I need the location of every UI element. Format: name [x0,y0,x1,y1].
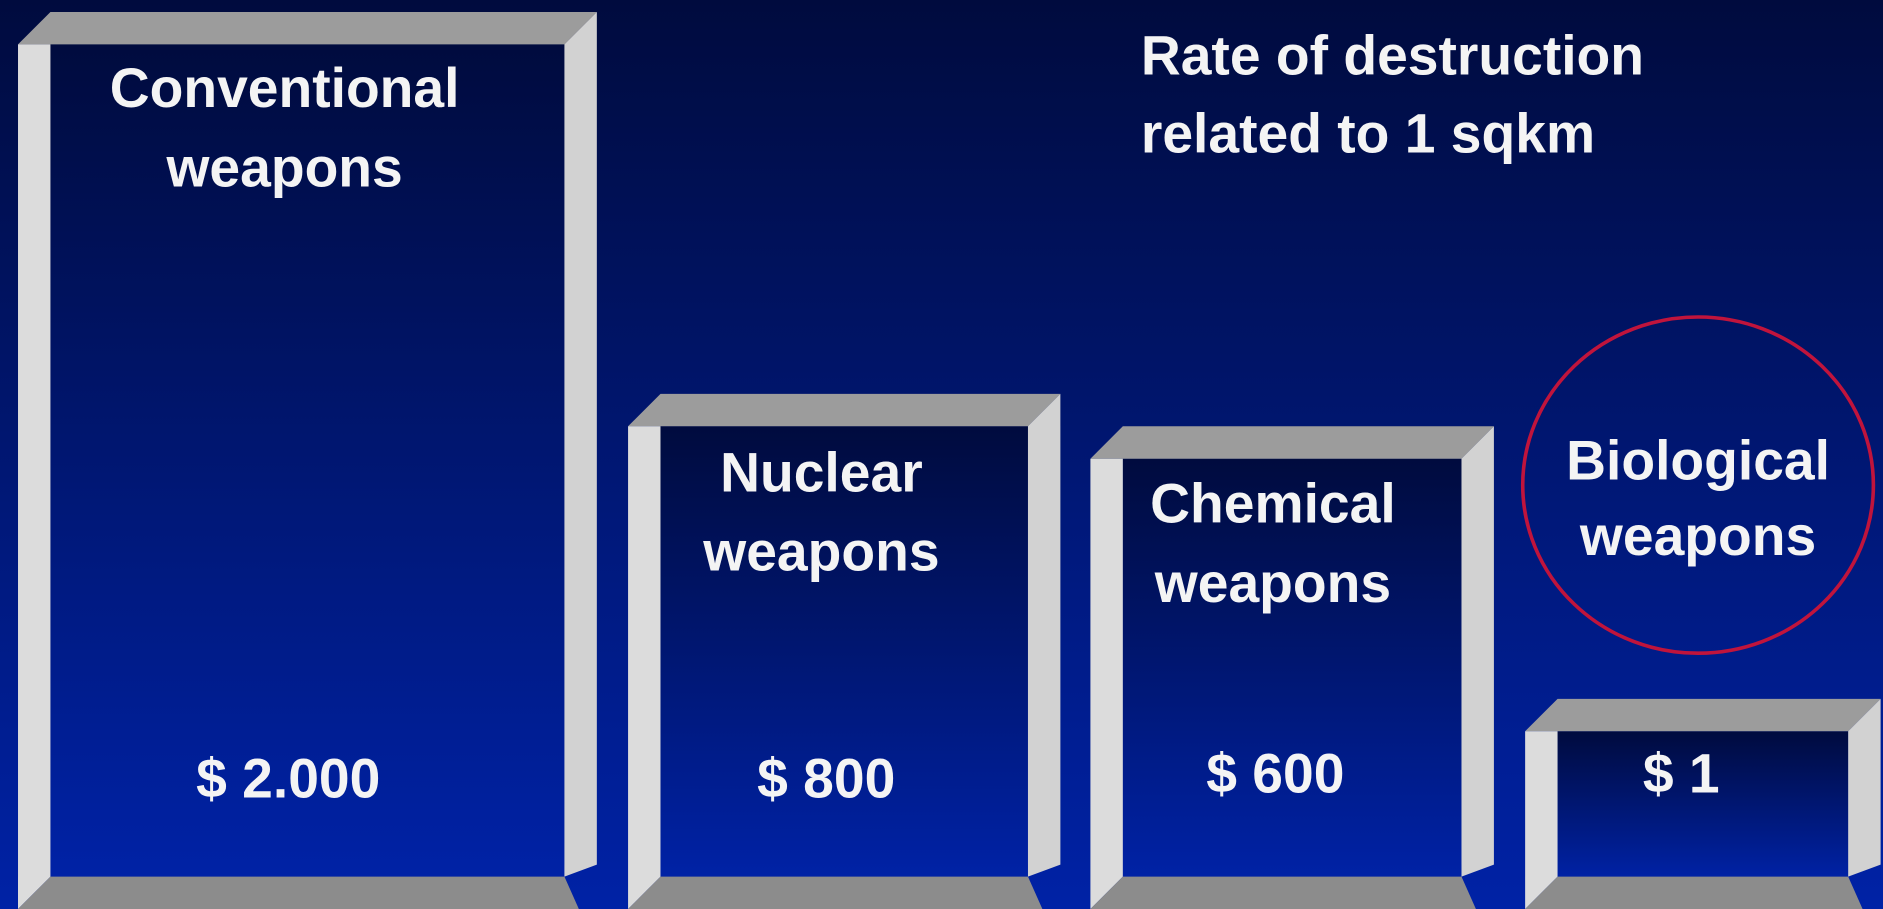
box-right [1027,393,1061,877]
box-bottom [18,876,579,909]
box-label: Biological [1566,429,1830,491]
box-label: weapons [165,136,402,198]
highlight-circle [1520,315,1876,656]
box-face [50,44,565,879]
box-right [564,12,597,877]
box-face [1557,731,1849,879]
box-bottom [628,876,1043,909]
box-left [18,44,51,909]
box-right [1848,698,1881,877]
box-label: weapons [1579,505,1816,567]
box-label: Conventional [110,57,460,119]
boxes [18,12,1881,909]
box-left [1090,458,1123,909]
box-right [1461,426,1494,877]
title-line: related to 1 sqkm [1141,103,1595,165]
title-line: Rate of destruction [1141,25,1644,87]
box-left [628,426,661,909]
box-price: $ 600 [1206,743,1344,805]
box-left [1525,731,1558,909]
box-label: Nuclear [720,441,923,503]
box-label: weapons [702,521,939,583]
box-label: weapons [1154,552,1391,614]
box-price: $ 2.000 [196,748,380,810]
box-bottom [1525,876,1863,909]
box-top [1525,698,1881,732]
box-bottom [1090,876,1476,909]
box-price: $ 1 [1643,743,1720,805]
box-top [18,12,597,45]
box-price: $ 800 [757,748,895,810]
box-top [628,393,1061,427]
box-face [660,426,1028,879]
box-face [1122,458,1462,879]
box-top [1090,426,1494,459]
box-label: Chemical [1150,473,1396,535]
